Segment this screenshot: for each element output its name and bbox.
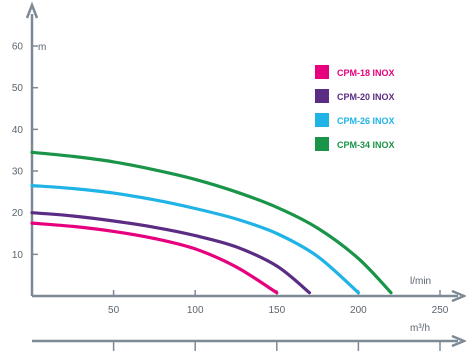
x2-axis: [32, 334, 466, 348]
legend-swatch: [315, 89, 329, 103]
y-tick-label: 40: [12, 125, 24, 136]
y-tick-label: 60: [12, 42, 24, 53]
legend-swatch: [315, 65, 329, 79]
x-tick-label: 50: [108, 305, 120, 316]
x-tick-label: 200: [350, 305, 367, 316]
y-axis-label: m: [38, 42, 46, 53]
legend: CPM-18 INOX CPM-20 INOX CPM-26 INOX CPM-34 …: [315, 65, 395, 151]
y-tick-label: 30: [12, 167, 24, 178]
series-line: [30, 150, 393, 295]
x-axis-arrow-icon: [451, 289, 466, 303]
tick-group: 10 20 30 40 50 60 50 100 150 200 250: [12, 42, 449, 351]
legend-label: CPM-34 INOX: [337, 140, 395, 150]
x-axis-label: l/min: [410, 276, 431, 287]
x2-axis-label: m³/h: [410, 323, 430, 334]
y-tick-label: 10: [12, 250, 24, 261]
legend-label: CPM-20 INOX: [337, 92, 395, 102]
legend-label: CPM-26 INOX: [337, 116, 395, 126]
legend-swatch: [315, 113, 329, 127]
y-tick-label: 20: [12, 208, 24, 219]
y-axis: [25, 1, 39, 296]
series-line: [30, 184, 360, 295]
series-line: [30, 211, 311, 295]
y-tick-label: 50: [12, 83, 24, 94]
series-group: [30, 150, 393, 295]
x2-axis-arrow-icon: [451, 334, 466, 348]
x-tick-label: 250: [432, 305, 449, 316]
series-line: [30, 221, 279, 295]
x-axis: [32, 289, 466, 303]
x-tick-label: 150: [268, 305, 285, 316]
y-axis-arrow-icon: [25, 1, 39, 19]
legend-swatch: [315, 137, 329, 151]
x-tick-label: 100: [187, 305, 204, 316]
legend-label: CPM-18 INOX: [337, 68, 395, 78]
